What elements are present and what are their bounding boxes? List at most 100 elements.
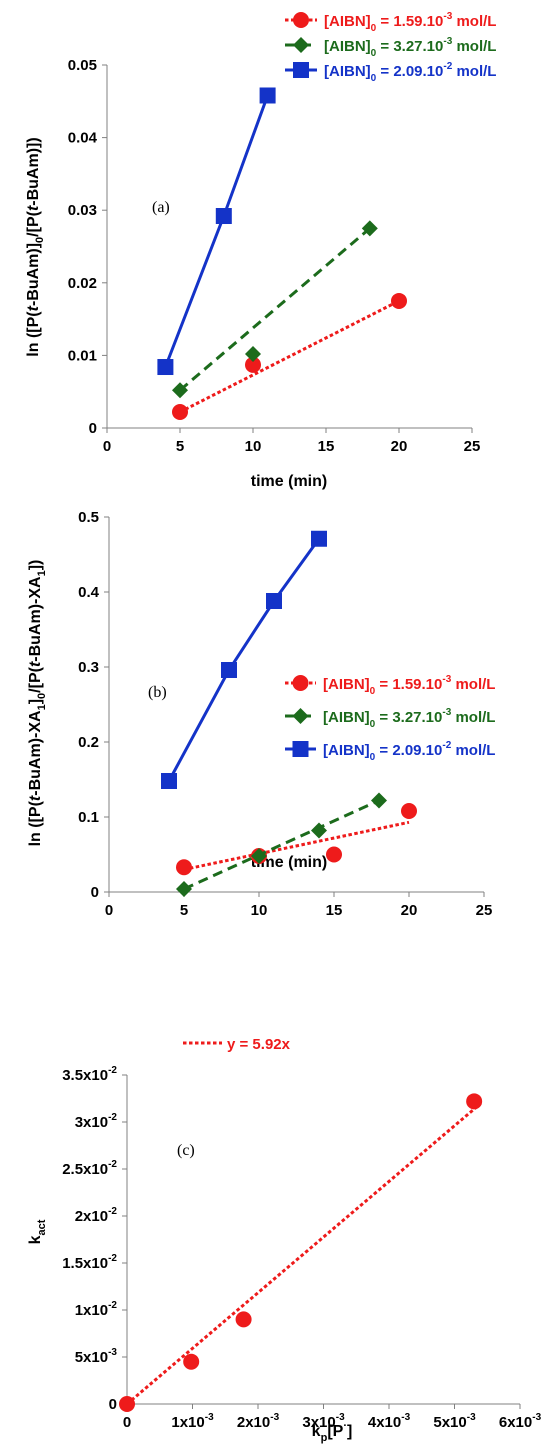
panel-1-y-tick-label: 0 bbox=[91, 884, 99, 901]
panel-c-x-axis-label: kp[P·] bbox=[312, 1420, 353, 1444]
panel-1-legend-entry-1: [AIBN]0 = 3.27.10-3 mol/L bbox=[285, 707, 495, 730]
panel-2-x-tick-label: 1x10-3 bbox=[171, 1412, 214, 1431]
panel-0-y-tick-label: 0.03 bbox=[68, 202, 97, 219]
panel-0-series-1-point bbox=[361, 220, 378, 237]
panel-1-series-0-point bbox=[326, 846, 342, 863]
panel-0-x-tick-label: 0 bbox=[103, 438, 111, 455]
panel-1-legend-marker-2 bbox=[292, 741, 309, 757]
panel-1-series-0-line bbox=[183, 820, 410, 871]
panel-0-series-1-point bbox=[172, 382, 188, 399]
panel-0-series-0-point bbox=[391, 292, 407, 309]
panel-1-y-tick-label: 0.5 bbox=[78, 509, 99, 526]
panel-2-x-tick-label: 2x10-3 bbox=[237, 1412, 280, 1431]
panel-a: (a) time (min) ln ([P(t-BuAm)]0/[P(t-BuA… bbox=[25, 11, 496, 490]
panel-c: (c) y = 5.92x kp[P·] kact 0 1x10-3 2x10-3 3… bbox=[27, 1036, 542, 1444]
panel-2-series-0-point bbox=[183, 1353, 200, 1370]
panel-0-legend-entry-2: [AIBN]0 = 2.09.10-2 mol/L bbox=[285, 61, 496, 84]
panel-1-legend-entry-2: [AIBN]0 = 2.09.10-2 mol/L bbox=[285, 740, 495, 763]
panel-0-legend-entry-1: [AIBN]0 = 3.27.10-3 mol/L bbox=[285, 36, 496, 59]
panel-2-y-tick-label: 2x10-2 bbox=[75, 1206, 118, 1225]
panel-0-x-tick-label: 25 bbox=[464, 438, 481, 455]
panel-1-series-2-point bbox=[221, 662, 237, 678]
panel-2-x-tick-label: 0 bbox=[123, 1414, 131, 1431]
panel-1-y-tick-label: 0.4 bbox=[78, 584, 100, 601]
panel-1-series-2 bbox=[161, 530, 327, 789]
panel-0-series-1-point bbox=[245, 345, 261, 362]
panel-0-series-2-point bbox=[259, 87, 276, 104]
panel-1-series-0-point bbox=[401, 803, 417, 819]
panel-0-y-tick-label: 0 bbox=[89, 420, 97, 437]
panel-0-legend-label-2: [AIBN]0 = 2.09.10-2 mol/L bbox=[324, 61, 496, 84]
panel-1-series-0-point bbox=[176, 859, 192, 876]
panel-2-x-tick-label: 3x10-3 bbox=[302, 1412, 345, 1431]
panel-b-y-axis-label: ln ([P(t-BuAm)-XA1]0/[P(t-BuAm)-XA1]) bbox=[27, 560, 48, 847]
panel-0-y-tick-label: 0.05 bbox=[68, 57, 97, 74]
panel-0-legend-marker-0 bbox=[293, 12, 309, 28]
panel-2-x-tick-label: 4x10-3 bbox=[368, 1412, 411, 1431]
panel-0-series-2-point bbox=[157, 359, 174, 376]
panel-1-legend-marker-1 bbox=[292, 708, 309, 724]
panel-0-legend-entry-0: [AIBN]0 = 1.59.10-3 mol/L bbox=[285, 11, 496, 34]
panel-1-legend-entry-0: [AIBN]0 = 1.59.10-3 mol/L bbox=[285, 674, 495, 697]
panel-0-series-1-line bbox=[179, 227, 371, 392]
panel-c-label: (c) bbox=[177, 1142, 195, 1159]
panel-2-y-tick-label: 5x10-3 bbox=[75, 1347, 118, 1366]
panel-b-label: (b) bbox=[148, 684, 167, 701]
panel-1-legend-marker-0 bbox=[292, 675, 309, 691]
panel-0-series-2-line bbox=[164, 94, 270, 368]
panel-0-x-tick-label: 5 bbox=[176, 438, 184, 455]
panel-1-series-1-point bbox=[176, 881, 192, 897]
panel-0-legend-label-0: [AIBN]0 = 1.59.10-3 mol/L bbox=[324, 11, 496, 34]
panel-1-series-1-point bbox=[251, 848, 267, 864]
panel-c-y-axis-label: kact bbox=[27, 1219, 48, 1244]
panel-1-series-2-point bbox=[161, 773, 177, 789]
panel-0-legend-marker-1 bbox=[293, 37, 309, 53]
panel-1-x-tick-label: 20 bbox=[401, 902, 418, 919]
panel-2-y-tick-label: 1.5x10-2 bbox=[62, 1253, 117, 1272]
panel-0-series-1 bbox=[172, 220, 378, 399]
panel-0-x-tick-label: 15 bbox=[318, 438, 335, 455]
panel-b-x-axis-label: time (min) bbox=[251, 854, 327, 871]
panel-1-legend-label-0: [AIBN]0 = 1.59.10-3 mol/L bbox=[323, 674, 495, 697]
panel-2-x-tick-label: 5x10-3 bbox=[433, 1412, 476, 1431]
panel-1-legend-label-1: [AIBN]0 = 3.27.10-3 mol/L bbox=[323, 707, 495, 730]
panel-2-y-tick-label: 2.5x10-2 bbox=[62, 1159, 117, 1178]
panel-1-series-1-point bbox=[371, 792, 387, 809]
panel-1-x-tick-label: 25 bbox=[476, 902, 493, 919]
panel-b: (b) time (min) ln ([P(t-BuAm)-XA1]0/[P(t… bbox=[27, 509, 495, 919]
panel-1-legend-label-2: [AIBN]0 = 2.09.10-2 mol/L bbox=[323, 740, 495, 763]
panel-2-y-tick-label: 0 bbox=[109, 1396, 117, 1413]
panel-2-series-0 bbox=[119, 1093, 483, 1412]
panel-1-series-1-point bbox=[311, 822, 327, 839]
panel-0-legend-marker-2 bbox=[293, 62, 309, 78]
panel-2-y-tick-label: 3.5x10-2 bbox=[62, 1065, 117, 1084]
panel-2-y-tick-label: 3x10-2 bbox=[75, 1112, 118, 1131]
panel-1-y-tick-label: 0.1 bbox=[78, 809, 99, 826]
panel-1-x-tick-label: 0 bbox=[105, 902, 113, 919]
panel-0-series-2-point bbox=[215, 208, 232, 225]
panel-c-fit-equation: y = 5.92x bbox=[227, 1036, 291, 1053]
panel-1-series-2-point bbox=[266, 593, 282, 609]
panel-0-series-0-point bbox=[172, 404, 188, 421]
panel-0-x-tick-label: 20 bbox=[391, 438, 408, 455]
panel-1-y-tick-label: 0.3 bbox=[78, 659, 99, 676]
panel-2-series-0-point bbox=[119, 1396, 135, 1412]
panel-a-x-axis-label: time (min) bbox=[251, 473, 327, 490]
panel-2-x-tick-label: 6x10-3 bbox=[499, 1412, 542, 1431]
panel-2-series-0-point bbox=[466, 1093, 483, 1110]
panel-0-legend-label-1: [AIBN]0 = 3.27.10-3 mol/L bbox=[324, 36, 496, 59]
panel-0-y-tick-label: 0.02 bbox=[68, 275, 97, 292]
panel-0-x-tick-label: 10 bbox=[245, 438, 262, 455]
panel-0-series-0-line bbox=[179, 299, 400, 414]
panel-2-y-tick-label: 1x10-2 bbox=[75, 1300, 118, 1319]
panel-1-x-tick-label: 5 bbox=[180, 902, 188, 919]
panel-a-label: (a) bbox=[152, 199, 170, 216]
panel-0-series-2 bbox=[157, 87, 276, 376]
panel-1-series-1-line bbox=[183, 799, 380, 891]
panel-1-x-tick-label: 10 bbox=[251, 902, 268, 919]
panel-0-series-0 bbox=[172, 292, 407, 421]
panel-2-series-0-line bbox=[126, 1102, 482, 1406]
panel-1-series-1 bbox=[176, 792, 387, 897]
panel-0-y-tick-label: 0.01 bbox=[68, 347, 97, 364]
